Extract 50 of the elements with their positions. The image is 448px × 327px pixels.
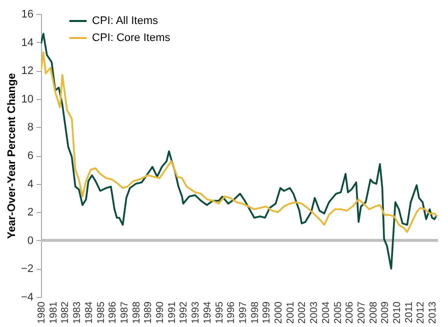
legend-label: CPI: All Items — [92, 15, 159, 27]
legend-label: CPI: Core Items — [92, 32, 171, 44]
y-tick-label: −4 — [20, 292, 34, 304]
x-tick-label: 1995 — [214, 301, 226, 324]
x-tick-label: 1987 — [119, 301, 130, 324]
x-tick-label: 1988 — [131, 301, 142, 324]
y-tick-label: 14 — [21, 36, 34, 49]
x-tick-label: 1980 — [36, 301, 48, 324]
x-tick-label: 1981 — [48, 301, 60, 324]
x-tick-label: 2008 — [368, 301, 380, 324]
x-tick-label: 2007 — [356, 301, 368, 324]
x-tick-label: 1999 — [262, 301, 273, 324]
x-tick-label: 2013 — [428, 301, 439, 324]
line-series — [41, 51, 438, 233]
x-tick-label: 1989 — [143, 301, 154, 324]
y-tick-label: 2 — [27, 206, 34, 219]
x-tick-label: 2010 — [392, 301, 404, 324]
x-tick-label: 1984 — [84, 301, 95, 324]
x-tick-label: 2001 — [285, 301, 296, 324]
x-tick-label: 2012 — [416, 301, 427, 324]
x-tick-label: 1992 — [178, 301, 190, 324]
y-tick-label: −2 — [20, 263, 34, 276]
y-tick-label: 12 — [21, 65, 34, 78]
x-tick-label: 1986 — [108, 301, 119, 324]
x-tick-label: 1991 — [166, 301, 178, 324]
x-tick-label: 2006 — [344, 301, 356, 324]
y-tick-label: 4 — [27, 178, 34, 190]
x-tick-label: 1990 — [155, 301, 166, 324]
x-tick-label: 2000 — [274, 301, 285, 324]
x-tick-label: 2003 — [309, 301, 320, 324]
x-tick-label: 1996 — [226, 301, 238, 324]
x-tick-label: 2004 — [320, 301, 332, 324]
line-series — [41, 32, 438, 270]
y-tick-label: 16 — [21, 8, 34, 20]
x-tick-label: 2011 — [404, 301, 415, 324]
y-axis-title: Year-Over-Year Percent Change — [6, 73, 18, 239]
x-tick-label: 1998 — [250, 301, 261, 324]
x-tick-label: 1983 — [72, 301, 84, 324]
x-tick-label: 1997 — [238, 301, 249, 324]
y-tick-label: 6 — [27, 150, 34, 162]
x-tick-label: 2009 — [380, 301, 392, 324]
x-tick-label: 1982 — [60, 301, 72, 324]
y-tick-label: 8 — [27, 122, 34, 134]
x-tick-label: 1994 — [202, 301, 214, 324]
y-tick-label: 10 — [21, 93, 34, 106]
x-tick-label: 2002 — [297, 301, 308, 324]
x-tick-label: 2005 — [332, 301, 344, 324]
x-tick-label: 1985 — [96, 301, 107, 324]
y-tick-label: 0 — [27, 234, 34, 247]
x-tick-label: 1993 — [190, 301, 202, 324]
